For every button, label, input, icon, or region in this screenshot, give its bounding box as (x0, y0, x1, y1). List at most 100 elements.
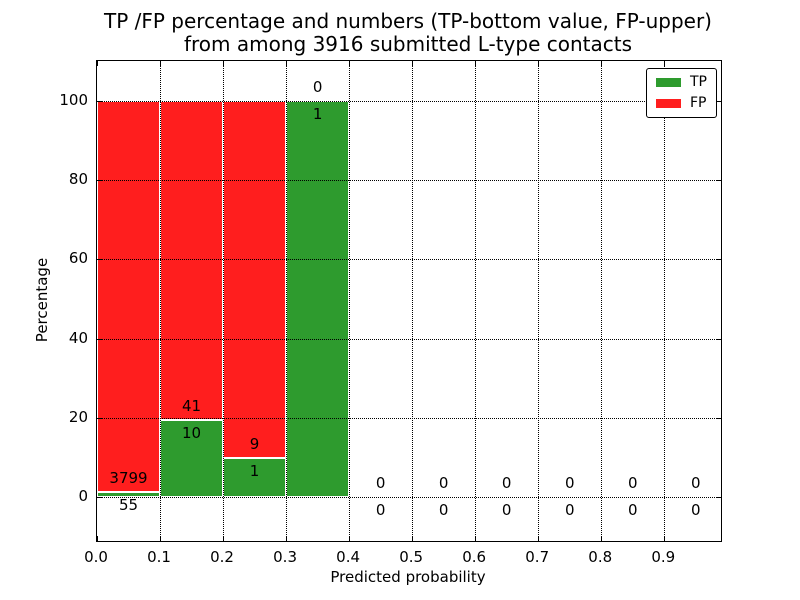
y-tick-mark (97, 338, 102, 340)
x-gridline (349, 61, 351, 541)
legend: TP FP (646, 68, 717, 118)
x-tick-label: 0.1 (147, 548, 171, 566)
x-tick-mark (412, 536, 414, 541)
tp-count-label: 55 (118, 495, 139, 514)
tp-count-label: 0 (691, 501, 701, 520)
tp-legend-swatch (656, 78, 681, 87)
x-tick-mark (223, 61, 225, 66)
y-tick-label: 80 (68, 170, 88, 188)
fp-count-label: 0 (691, 474, 701, 493)
tp-count-label: 0 (501, 501, 512, 520)
x-tick-mark (538, 536, 540, 541)
x-tick-mark (475, 61, 477, 66)
y-tick-mark (716, 418, 721, 420)
x-tick-label: 0.4 (336, 548, 361, 566)
x-tick-mark (538, 61, 540, 66)
fp-count-label: 0 (627, 474, 638, 493)
x-tick-label: 0.5 (399, 548, 424, 566)
x-tick-mark (664, 536, 666, 541)
y-tick-mark (716, 259, 721, 261)
x-tick-label: 0.8 (588, 548, 613, 566)
x-tick-mark (286, 61, 288, 66)
x-tick-mark (601, 536, 603, 541)
x-tick-label: 0.2 (210, 548, 234, 566)
y-tick-mark (97, 497, 102, 499)
x-tick-mark (349, 61, 351, 66)
x-tick-mark (664, 61, 666, 66)
y-tick-label: 20 (68, 408, 88, 427)
plot-area: TP FP 3799 55 41 10 9 1 0 1 0 0 0 0 0 0 0 0 0 0 0 0 (96, 60, 722, 542)
y-tick-mark (97, 259, 102, 261)
x-tick-mark (601, 61, 603, 66)
fp-bar (97, 100, 161, 492)
x-tick-mark (97, 61, 98, 66)
tp-count-label: 0 (375, 501, 386, 520)
y-gridline (97, 100, 721, 102)
x-gridline (475, 61, 477, 541)
chart-title-line1: TP /FP percentage and numbers (TP-bottom… (104, 9, 712, 33)
legend-item: FP (656, 96, 707, 111)
x-gridline (664, 61, 666, 541)
y-tick-mark (716, 100, 721, 102)
x-tick-mark (286, 536, 288, 541)
x-tick-label: 0.9 (651, 548, 676, 566)
fp-legend-swatch (656, 99, 681, 108)
tp-bar (160, 419, 224, 498)
tp-bar (223, 457, 287, 498)
x-tick-label: 0.7 (525, 548, 550, 566)
x-tick-mark (97, 536, 98, 541)
fp-count-label: 0 (501, 474, 512, 493)
chart-title: TP /FP percentage and numbers (TP-bottom… (96, 10, 720, 56)
tp-count-label: 0 (627, 501, 638, 520)
y-tick-label: 60 (68, 249, 88, 268)
x-gridline (160, 61, 162, 541)
tp-bar (286, 100, 350, 498)
legend-item-label: FP (690, 95, 707, 111)
x-gridline (412, 61, 414, 541)
y-tick-mark (97, 100, 102, 102)
tp-bar (97, 491, 161, 498)
fp-bar (223, 100, 287, 458)
tp-count-label: 10 (181, 423, 202, 442)
tp-count-label: 0 (564, 501, 575, 520)
y-tick-label: 40 (68, 328, 88, 347)
y-tick-label: 0 (78, 487, 88, 506)
y-gridline (97, 418, 721, 420)
y-gridline (97, 259, 721, 261)
fp-count-label: 9 (249, 434, 260, 453)
y-tick-mark (716, 497, 721, 499)
y-tick-label: 100 (59, 90, 88, 109)
fp-count-label: 0 (312, 77, 323, 96)
x-tick-mark (160, 61, 162, 66)
x-gridline (601, 61, 603, 541)
fp-count-label: 0 (375, 474, 386, 493)
legend-item: TP (656, 75, 707, 90)
fp-count-label: 0 (438, 474, 449, 493)
y-tick-mark (97, 180, 102, 181)
fp-count-label: 0 (564, 474, 575, 493)
x-tick-mark (349, 536, 351, 541)
x-axis-label: Predicted probability (330, 568, 486, 586)
x-tick-mark (412, 61, 414, 66)
x-tick-label: 0.6 (462, 548, 487, 566)
y-tick-mark (97, 418, 102, 420)
x-gridline (538, 61, 540, 541)
y-gridline (97, 180, 721, 181)
tp-count-label: 0 (438, 501, 449, 520)
x-tick-mark (223, 536, 225, 541)
x-gridline (223, 61, 225, 541)
x-tick-label: 0.3 (273, 548, 297, 566)
x-tick-label: 0.0 (84, 548, 108, 566)
fp-count-label: 41 (181, 396, 202, 415)
y-tick-mark (716, 338, 721, 340)
y-gridline (97, 497, 721, 499)
x-tick-mark (160, 536, 162, 541)
chart-title-line2: from among 3916 submitted L-type contact… (183, 32, 633, 56)
tp-count-label: 1 (312, 104, 323, 123)
tp-count-label: 1 (249, 461, 260, 480)
x-gridline (286, 61, 288, 541)
legend-item-label: TP (690, 74, 707, 90)
fp-count-label: 3799 (109, 468, 148, 487)
y-gridline (97, 338, 721, 340)
